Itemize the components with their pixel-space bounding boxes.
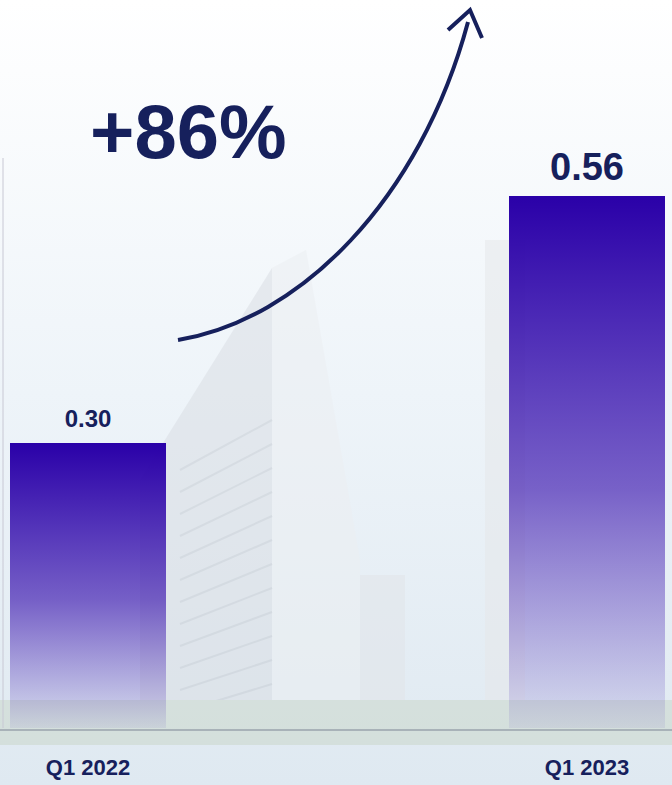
building-line: [180, 468, 272, 514]
building-line: [180, 660, 272, 690]
building-line: [180, 516, 272, 558]
data-label: 0.56: [550, 146, 624, 188]
bars: [10, 196, 665, 728]
arrow-head: [448, 10, 482, 38]
bar: [509, 196, 665, 728]
y-axis-line: [3, 158, 4, 728]
building-line: [180, 540, 272, 580]
building-line: [180, 420, 272, 470]
building-line: [180, 636, 272, 668]
x-axis-line: [0, 729, 672, 731]
building-line: [180, 564, 272, 602]
building-line: [180, 588, 272, 624]
data-label: 0.30: [65, 405, 112, 432]
annotation: +86%: [90, 89, 287, 174]
background: [0, 0, 672, 785]
bar: [10, 443, 166, 728]
building-line: [180, 444, 272, 492]
chart: 0.30 Q1 2022 0.56 Q1 2023 +86%: [0, 0, 672, 785]
growth-arrow: [178, 22, 468, 340]
x-tick-label: Q1 2023: [545, 755, 629, 780]
building-line: [180, 492, 272, 536]
building: [272, 250, 360, 740]
x-tick-label: Q1 2022: [46, 755, 130, 780]
